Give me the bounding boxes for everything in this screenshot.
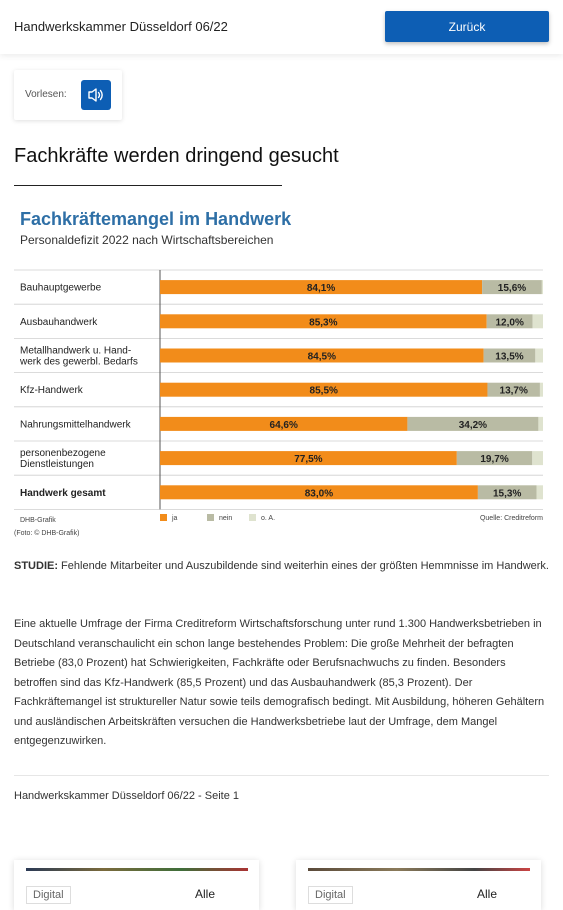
bar-ja — [160, 416, 408, 431]
category-label: Handwerk gesamt — [20, 488, 106, 499]
bar-oa — [538, 416, 543, 431]
data-label: 19,7% — [480, 454, 508, 465]
category-label: Dienstleistungen — [20, 459, 94, 470]
speaker-icon — [88, 88, 103, 102]
chart-source-left: DHB-Grafik — [20, 517, 56, 524]
photo-credit: (Foto: © DHB-Grafik) — [14, 530, 80, 537]
bar-oa — [532, 314, 543, 329]
bar-ja — [160, 485, 478, 500]
issue-card[interactable]: Digital Alle — [14, 860, 259, 910]
data-label: 13,7% — [500, 386, 528, 397]
card-all-link[interactable]: Alle — [477, 887, 498, 901]
bar-oa — [539, 382, 543, 397]
chart-figure: Fachkräftemangel im Handwerk Personaldef… — [14, 200, 549, 545]
data-label: 84,1% — [307, 283, 335, 294]
bar-ja — [160, 348, 484, 363]
card-cover-strip — [308, 868, 530, 871]
data-label: 83,0% — [305, 488, 333, 499]
data-label: 34,2% — [459, 420, 487, 431]
card-cover-strip — [26, 868, 248, 871]
page-footer-label: Handwerkskammer Düsseldorf 06/22 - Seite… — [14, 790, 239, 802]
headline-rule — [14, 185, 282, 186]
bar-nein — [407, 416, 539, 431]
back-button[interactable]: Zurück — [385, 11, 549, 42]
bar-nein — [482, 280, 542, 295]
data-label: 85,5% — [310, 386, 338, 397]
data-label: 64,6% — [270, 420, 298, 431]
top-bar: Handwerkskammer Düsseldorf 06/22 Zurück — [0, 0, 563, 54]
bar-ja — [160, 382, 488, 397]
bar-nein — [477, 485, 537, 500]
issue-card[interactable]: Digital Alle — [296, 860, 541, 910]
bar-ja — [160, 314, 487, 329]
category-label: Ausbauhandwerk — [20, 317, 98, 328]
bar-oa — [535, 348, 543, 363]
chart-source-right: Quelle: Creditreform — [480, 515, 543, 522]
category-label: Kfz-Handwerk — [20, 385, 84, 396]
paragraph-1-text: Fehlende Mitarbeiter und Auszubildende s… — [58, 560, 549, 572]
paragraph-lead: STUDIE: — [14, 560, 58, 572]
bar-nein — [456, 451, 533, 466]
article-paragraph-1: STUDIE: Fehlende Mitarbeiter und Auszubi… — [14, 557, 549, 577]
legend-label: ja — [171, 515, 178, 522]
article-headline: Fachkräfte werden dringend gesucht — [14, 145, 339, 167]
category-label: werk des gewerbl. Bedarfs — [19, 357, 138, 368]
card-all-link[interactable]: Alle — [195, 887, 216, 901]
data-label: 85,3% — [309, 317, 337, 328]
data-label: 77,5% — [294, 454, 322, 465]
bar-nein — [487, 382, 540, 397]
data-label: 12,0% — [495, 317, 523, 328]
legend-label: nein — [219, 515, 232, 522]
data-label: 15,6% — [498, 283, 526, 294]
legend-label: o. A. — [261, 515, 275, 522]
article-paragraph-2: Eine aktuelle Umfrage der Firma Creditre… — [14, 618, 545, 747]
bar-nein — [486, 314, 533, 329]
chart-title: Fachkräftemangel im Handwerk — [20, 209, 292, 229]
card-tag: Digital — [26, 886, 71, 904]
data-label: 84,5% — [308, 352, 336, 363]
footer-divider — [14, 775, 549, 776]
bar-nein — [483, 348, 536, 363]
vorlesen-panel: Vorlesen: — [14, 70, 122, 120]
card-tag: Digital — [308, 886, 353, 904]
bar-ja — [160, 451, 457, 466]
bar-oa — [541, 280, 543, 295]
legend-swatch — [160, 514, 167, 521]
vorlesen-label: Vorlesen: — [25, 89, 67, 100]
category-label: Bauhauptgewerbe — [20, 283, 102, 294]
chart-plot: Bauhauptgewerbe 84,1% 15,6% Ausbauhandwerk 8… — [14, 269, 543, 522]
legend-swatch — [249, 514, 256, 521]
bar-ja — [160, 280, 483, 295]
chart-subtitle: Personaldefizit 2022 nach Wirtschaftsber… — [20, 233, 274, 247]
app-title: Handwerkskammer Düsseldorf 06/22 — [14, 19, 228, 34]
bar-oa — [536, 485, 543, 500]
data-label: 15,3% — [493, 488, 521, 499]
bar-oa — [532, 451, 543, 466]
legend-swatch — [207, 514, 214, 521]
category-label: Nahrungsmittelhandwerk — [20, 419, 132, 430]
data-label: 13,5% — [495, 352, 523, 363]
speaker-button[interactable] — [81, 80, 111, 110]
category-label: personenbezogene — [20, 448, 106, 459]
category-label: Metallhandwerk u. Hand- — [20, 346, 131, 357]
